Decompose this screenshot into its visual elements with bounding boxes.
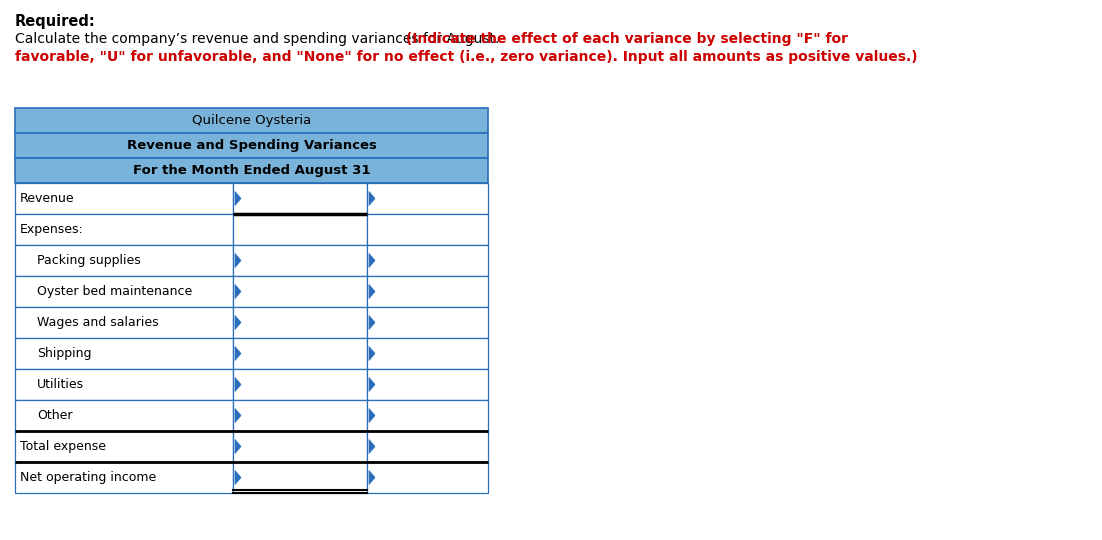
Text: Wages and salaries: Wages and salaries: [37, 316, 159, 329]
Polygon shape: [235, 253, 241, 267]
Text: Shipping: Shipping: [37, 347, 91, 360]
Bar: [15, 245, 233, 276]
Bar: [15, 183, 233, 214]
Bar: [15, 133, 488, 158]
Bar: [15, 431, 233, 462]
Text: Total expense: Total expense: [20, 440, 106, 453]
Bar: [15, 158, 488, 183]
Bar: [367, 276, 488, 307]
Bar: [15, 338, 233, 369]
Polygon shape: [235, 440, 241, 454]
Bar: [15, 108, 488, 133]
Text: Quilcene Oysteria: Quilcene Oysteria: [192, 114, 311, 127]
Text: Revenue and Spending Variances: Revenue and Spending Variances: [127, 139, 377, 152]
Bar: [233, 276, 367, 307]
Bar: [367, 245, 488, 276]
Bar: [233, 400, 367, 431]
Polygon shape: [369, 192, 375, 206]
Bar: [233, 431, 367, 462]
Polygon shape: [369, 470, 375, 484]
Bar: [367, 183, 488, 214]
Polygon shape: [369, 315, 375, 329]
Text: Other: Other: [37, 409, 73, 422]
Polygon shape: [235, 470, 241, 484]
Bar: [367, 400, 488, 431]
Polygon shape: [369, 440, 375, 454]
Bar: [367, 431, 488, 462]
Bar: [233, 369, 367, 400]
Text: Packing supplies: Packing supplies: [37, 254, 141, 267]
Text: Expenses:: Expenses:: [20, 223, 84, 236]
Polygon shape: [369, 408, 375, 422]
Text: Net operating income: Net operating income: [20, 471, 156, 484]
Bar: [233, 183, 367, 214]
Bar: [15, 307, 233, 338]
Text: For the Month Ended August 31: For the Month Ended August 31: [132, 164, 370, 177]
Bar: [233, 214, 367, 245]
Text: Revenue: Revenue: [20, 192, 75, 205]
Bar: [15, 462, 233, 493]
Bar: [367, 214, 488, 245]
Polygon shape: [235, 285, 241, 299]
Polygon shape: [235, 408, 241, 422]
Polygon shape: [235, 377, 241, 392]
Bar: [15, 276, 233, 307]
Bar: [233, 307, 367, 338]
Bar: [367, 307, 488, 338]
Bar: [367, 462, 488, 493]
Polygon shape: [235, 347, 241, 361]
Text: Utilities: Utilities: [37, 378, 84, 391]
Text: (Indicate the effect of each variance by selecting "F" for: (Indicate the effect of each variance by…: [401, 32, 849, 46]
Polygon shape: [369, 285, 375, 299]
Bar: [233, 462, 367, 493]
Text: Required:: Required:: [15, 14, 96, 29]
Bar: [233, 338, 367, 369]
Polygon shape: [235, 315, 241, 329]
Bar: [15, 214, 233, 245]
Bar: [15, 400, 233, 431]
Text: Calculate the company’s revenue and spending variances for August.: Calculate the company’s revenue and spen…: [15, 32, 499, 46]
Polygon shape: [369, 347, 375, 361]
Bar: [233, 245, 367, 276]
Polygon shape: [369, 377, 375, 392]
Bar: [367, 338, 488, 369]
Bar: [15, 369, 233, 400]
Text: Oyster bed maintenance: Oyster bed maintenance: [37, 285, 192, 298]
Polygon shape: [369, 253, 375, 267]
Bar: [367, 369, 488, 400]
Polygon shape: [235, 192, 241, 206]
Text: favorable, "U" for unfavorable, and "None" for no effect (i.e., zero variance). : favorable, "U" for unfavorable, and "Non…: [15, 50, 918, 64]
